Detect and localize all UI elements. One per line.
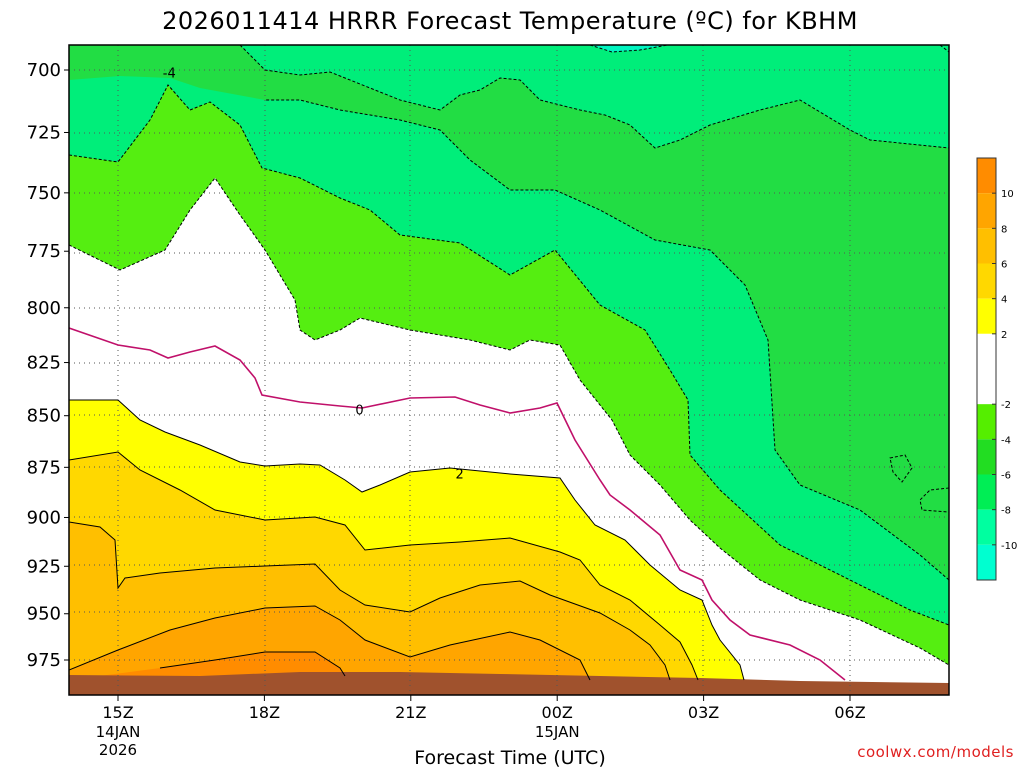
colorbar-bin-1 — [977, 193, 996, 229]
y-tick-label-950: 950 — [27, 604, 61, 625]
contour-zero — [69, 327, 846, 681]
y-tick-label-750: 750 — [27, 183, 61, 204]
y-tick-label-800: 800 — [27, 298, 61, 319]
contour-minus-8-edge — [919, 487, 949, 513]
contour-2 — [69, 399, 745, 681]
y-tick-label-925: 925 — [27, 556, 61, 577]
y-tick-label-975: 975 — [27, 650, 61, 671]
x-tick-label-3: 00Z — [542, 703, 573, 722]
y-tick-label-850: 850 — [27, 406, 61, 427]
x-tick-date-0: 14JAN — [96, 723, 141, 741]
fill-band-minus-4 — [69, 45, 949, 665]
y-tick-label-875: 875 — [27, 457, 61, 478]
colorbar-frame — [976, 157, 997, 581]
plot-area: -4 0 2 — [68, 44, 950, 696]
x-tick-label-0: 15Z — [102, 703, 133, 722]
colorbar-tick-label-2: 2 — [1001, 330, 1007, 341]
contour-labels: -4 0 2 — [163, 67, 464, 483]
contour-minus-10 — [589, 45, 669, 53]
colorbar-bin-2 — [977, 228, 996, 264]
colorbar-tick-label--2: -2 — [1001, 400, 1011, 411]
x-tick-label-1: 18Z — [249, 703, 280, 722]
colorbar-bin-6 — [977, 404, 996, 440]
contour-6 — [69, 521, 671, 681]
colorbar-bin-8 — [977, 474, 996, 510]
contour-8 — [69, 605, 591, 681]
colorbar-tick-label-8: 8 — [1001, 224, 1007, 235]
colorbar-tick-label--8: -8 — [1001, 506, 1011, 517]
colorbar-tick-label--6: -6 — [1001, 471, 1011, 482]
negative-contours — [69, 45, 949, 666]
contour-minus-4 — [69, 84, 949, 626]
y-axis: 700 725 750 775 800 825 850 875 900 925 950 975 — [27, 60, 69, 671]
contour-10 — [159, 651, 346, 677]
contour-label-1: 0 — [355, 403, 363, 418]
colorbar-bin-0 — [977, 158, 996, 194]
x-tick-date-3: 15JAN — [535, 723, 580, 741]
contour-minus-6-lower — [265, 99, 949, 581]
credit-text: coolwx.com/models — [857, 743, 1014, 761]
y-tick-label-700: 700 — [27, 60, 61, 81]
colorbar-tick-label-6: 6 — [1001, 260, 1007, 271]
colorbar-tick-label--10: -10 — [1001, 541, 1017, 552]
x-tick-label-4: 03Z — [688, 703, 719, 722]
x-tick-year-0: 2026 — [99, 741, 137, 759]
plot-frame — [68, 44, 950, 696]
contour-label-0: -4 — [163, 67, 176, 82]
colorbar-tick-label-10: 10 — [1001, 189, 1014, 200]
contour-minus-8-pocket — [889, 454, 913, 483]
y-tick-label-900: 900 — [27, 507, 61, 528]
fill-band-8 — [69, 606, 590, 680]
colorbar-bin-9 — [977, 509, 996, 545]
y-tick-label-775: 775 — [27, 241, 61, 262]
fill-band-minus-6 — [69, 45, 949, 580]
ground-surface — [69, 672, 949, 695]
grid-lines — [69, 45, 949, 695]
colorbar-tick-label-4: 4 — [1001, 295, 1007, 306]
colorbar-bin-10 — [977, 544, 996, 580]
contour-minus-10-edge — [939, 45, 949, 53]
colorbar-bin-7 — [977, 439, 996, 475]
contour-label-2: 2 — [455, 467, 463, 482]
x-axis-label: Forecast Time (UTC) — [414, 747, 605, 768]
colorbar: 10 8 6 4 2 -2 -4 -6 -8 -10 — [976, 157, 1017, 581]
x-tick-label-5: 06Z — [834, 703, 865, 722]
chart-title: 2026011414 HRRR Forecast Temperature (ºC… — [162, 7, 858, 35]
positive-contours — [69, 399, 745, 681]
colorbar-tick-label--4: -4 — [1001, 435, 1011, 446]
contour-4 — [69, 451, 699, 681]
y-tick-label-825: 825 — [27, 353, 61, 374]
y-tick-label-725: 725 — [27, 122, 61, 143]
x-tick-label-2: 21Z — [395, 703, 426, 722]
colorbar-bin-4 — [977, 298, 996, 334]
fill-band-minus-10 — [590, 45, 668, 52]
colorbar-bin-3 — [977, 263, 996, 299]
contour-minus-6 — [239, 45, 949, 149]
contour-fill-layer — [69, 45, 949, 695]
colorbar-bin-5 — [977, 333, 996, 405]
contour-minus-2 — [69, 177, 949, 666]
